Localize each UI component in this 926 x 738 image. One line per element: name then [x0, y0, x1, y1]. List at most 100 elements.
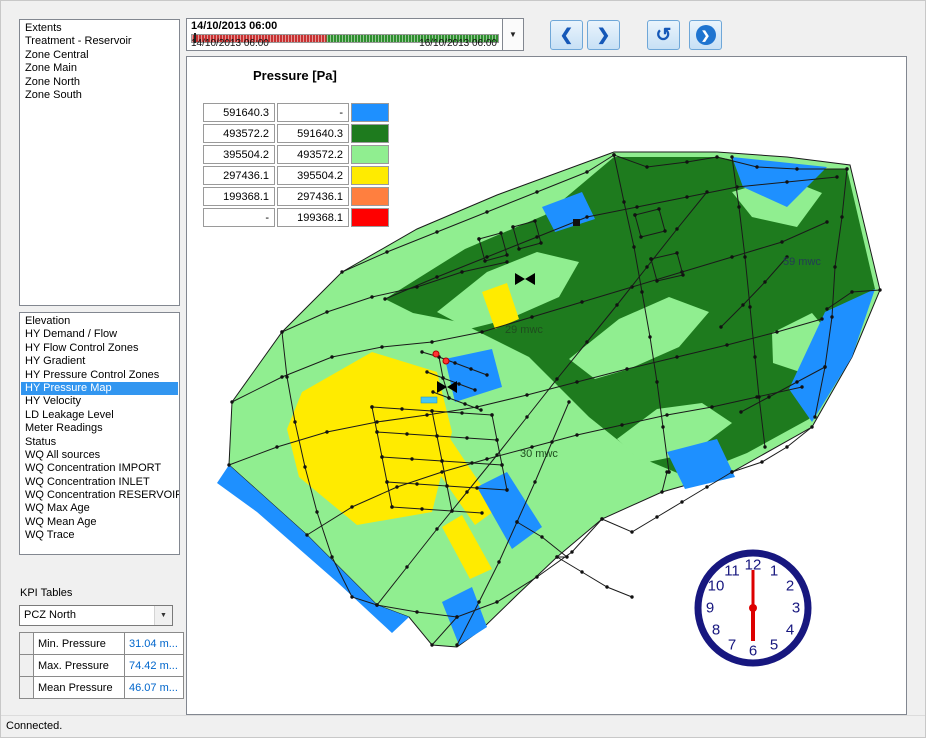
status-bar: Connected. [1, 715, 925, 737]
clock-number: 11 [724, 563, 740, 580]
layer-item[interactable]: HY Velocity [21, 395, 178, 408]
kpi-value: 31.04 m... [125, 633, 184, 655]
replay-button[interactable]: ↺ [647, 20, 680, 50]
kpi-row-header [20, 633, 34, 655]
layer-item[interactable]: WQ Concentration IMPORT [21, 462, 178, 475]
extents-item[interactable]: Treatment - Reservoir [21, 35, 178, 48]
legend-max: 297436.1 [277, 187, 349, 206]
layer-item[interactable]: WQ Mean Age [21, 516, 178, 529]
step-forward-button[interactable]: ❯ [587, 20, 620, 50]
clock-number: 5 [770, 637, 778, 654]
clock-number: 8 [712, 622, 720, 639]
legend-color-swatch [351, 187, 389, 206]
legend-color-swatch [351, 166, 389, 185]
timeline-start-label: 14/10/2013 06:00 [191, 38, 269, 49]
kpi-label: Max. Pressure [34, 655, 125, 677]
layer-item[interactable]: HY Demand / Flow [21, 328, 178, 341]
kpi-label: Mean Pressure [34, 677, 125, 699]
play-icon: ❯ [696, 25, 716, 45]
legend-min: 199368.1 [203, 187, 275, 206]
layer-item[interactable]: WQ Concentration INLET [21, 476, 178, 489]
table-row: Max. Pressure 74.42 m... [20, 655, 184, 677]
clock-number: 10 [708, 578, 725, 595]
extents-item[interactable]: Extents [21, 22, 178, 35]
alert-node-icon [443, 358, 449, 364]
layer-item[interactable]: HY Gradient [21, 355, 178, 368]
legend-row: 591640.3 - [203, 103, 389, 122]
reservoir-icon [573, 219, 580, 226]
replay-icon: ↺ [656, 24, 672, 47]
kpi-value: 74.42 m... [125, 655, 184, 677]
layer-item[interactable]: Meter Readings [21, 422, 178, 435]
layer-item[interactable]: Elevation [21, 315, 178, 328]
clock-number: 6 [749, 643, 757, 660]
timeline-control[interactable]: 14/10/2013 06:00 14/10/2013 06:00 16/10/… [186, 18, 524, 51]
extents-list: Extents Treatment - Reservoir Zone Centr… [19, 19, 180, 306]
layer-item-selected[interactable]: HY Pressure Map [21, 382, 178, 395]
pressure-label: 29 mwc [505, 324, 543, 336]
connection-status: Connected. [6, 720, 62, 732]
legend-min: 591640.3 [203, 103, 275, 122]
legend-row: 199368.1 297436.1 [203, 187, 389, 206]
legend-color-swatch [351, 145, 389, 164]
chevron-down-icon: ▼ [154, 606, 172, 625]
clock-number: 7 [728, 637, 736, 654]
layer-item[interactable]: HY Pressure Control Zones [21, 369, 178, 382]
legend-min: - [203, 208, 275, 227]
timeline-current-time: 14/10/2013 06:00 [191, 20, 277, 32]
kpi-row-header [20, 655, 34, 677]
layer-item[interactable]: WQ Trace [21, 529, 178, 542]
layers-list: Elevation HY Demand / Flow HY Flow Contr… [19, 312, 180, 555]
clock-number: 3 [792, 600, 800, 617]
legend-max: 395504.2 [277, 166, 349, 185]
clock-number: 9 [706, 600, 714, 617]
analog-clock: 12 1 2 3 4 5 6 7 8 9 10 11 [698, 553, 808, 663]
table-row: Mean Pressure 46.07 m... [20, 677, 184, 699]
timeline-end-label: 16/10/2013 06:00 [419, 38, 497, 49]
play-button[interactable]: ❯ [689, 20, 722, 50]
legend-min: 297436.1 [203, 166, 275, 185]
layer-item[interactable]: WQ Max Age [21, 502, 178, 515]
layer-item[interactable]: Status [21, 436, 178, 449]
app-window: Extents Treatment - Reservoir Zone Centr… [0, 0, 926, 738]
kpi-table: Min. Pressure 31.04 m... Max. Pressure 7… [19, 632, 184, 699]
legend-row: 395504.2 493572.2 [203, 145, 389, 164]
clock-number: 2 [786, 578, 794, 595]
kpi-zone-select[interactable]: PCZ North ▼ [19, 605, 173, 626]
legend-min: 395504.2 [203, 145, 275, 164]
legend-row: - 199368.1 [203, 208, 389, 227]
pressure-label: 59 mwc [783, 256, 821, 268]
clock-center-dot [749, 604, 757, 612]
map-legend-title: Pressure [Pa] [253, 68, 337, 83]
extents-item[interactable]: Zone Main [21, 62, 178, 75]
alert-node-icon [433, 351, 439, 357]
legend-color-swatch [351, 103, 389, 122]
extents-item[interactable]: Zone North [21, 76, 178, 89]
chevron-left-icon: ❮ [560, 25, 573, 45]
layer-item[interactable]: WQ All sources [21, 449, 178, 462]
pressure-label: 30 mwc [520, 448, 558, 460]
clock-number: 4 [786, 622, 794, 639]
layer-item[interactable]: LD Leakage Level [21, 409, 178, 422]
kpi-value: 46.07 m... [125, 677, 184, 699]
legend-max: - [277, 103, 349, 122]
map-panel[interactable]: 59 mwc 29 mwc 30 mwc 12 1 2 3 4 5 6 7 8 … [186, 56, 907, 715]
legend-min: 493572.2 [203, 124, 275, 143]
legend-row: 493572.2 591640.3 [203, 124, 389, 143]
clock-number: 1 [770, 563, 778, 580]
timeline-dropdown-button[interactable]: ▼ [502, 19, 523, 50]
chevron-right-icon: ❯ [597, 25, 610, 45]
layer-item[interactable]: HY Flow Control Zones [21, 342, 178, 355]
kpi-row-header [20, 677, 34, 699]
legend-max: 493572.2 [277, 145, 349, 164]
extents-item[interactable]: Zone South [21, 89, 178, 102]
table-row: Min. Pressure 31.04 m... [20, 633, 184, 655]
pressure-legend: 591640.3 - 493572.2 591640.3 395504.2 49… [201, 101, 391, 229]
kpi-zone-value: PCZ North [24, 609, 76, 621]
legend-row: 297436.1 395504.2 [203, 166, 389, 185]
step-back-button[interactable]: ❮ [550, 20, 583, 50]
layer-item[interactable]: WQ Concentration RESERVOIR [21, 489, 178, 502]
extents-item[interactable]: Zone Central [21, 49, 178, 62]
legend-max: 591640.3 [277, 124, 349, 143]
legend-max: 199368.1 [277, 208, 349, 227]
